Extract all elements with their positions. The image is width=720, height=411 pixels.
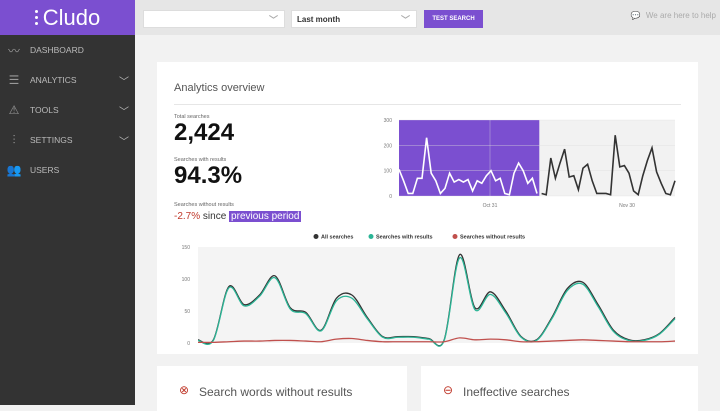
change-text: -2.7% since previous period: [174, 211, 302, 222]
sidebar-item-users[interactable]: 👥 USERS: [0, 155, 135, 185]
sidebar-item-settings[interactable]: ⫶ SETTINGS ﹀: [0, 125, 135, 155]
ineffective-searches-card: ⊖ Ineffective searches: [421, 366, 698, 411]
sidebar: Cludo 〰 DASHBOARD ☰ ANALYTICS ﹀ ⚠ TOOLS ﹀ ⫶ SETTI…: [0, 0, 135, 405]
sidebar-item-label: TOOLS: [30, 105, 59, 115]
chevron-down-icon[interactable]: ﹀: [119, 136, 129, 148]
chevron-down-icon[interactable]: ﹀: [119, 76, 129, 88]
sidebar-item-dashboard[interactable]: 〰 DASHBOARD: [0, 35, 135, 65]
search-minus-icon: ⊖: [443, 383, 454, 397]
sidebar-item-label: ANALYTICS: [30, 75, 77, 85]
change-value: -2.7%: [174, 211, 201, 222]
logo-mark-icon: [34, 10, 38, 25]
sidebar-item-analytics[interactable]: ☰ ANALYTICS ﹀: [0, 65, 135, 95]
logo-text: Cludo: [42, 4, 101, 30]
divider: [174, 104, 681, 105]
previous-period-link[interactable]: previous period: [229, 211, 302, 222]
chevron-down-icon: ﹀: [400, 15, 410, 25]
logo[interactable]: Cludo: [0, 0, 135, 35]
search-error-icon: ⊗: [179, 383, 190, 397]
sidebar-item-label: USERS: [30, 165, 60, 175]
period-select-value: Last month: [297, 15, 341, 24]
card-title: Ineffective searches: [463, 385, 570, 399]
sidebar-item-label: DASHBOARD: [30, 45, 84, 55]
analytics-overview-card: Analytics overview Total searches 2,424 …: [157, 62, 698, 354]
sliders-icon: ⫶: [12, 132, 16, 147]
with-results-label: Searches with results: [174, 157, 227, 163]
trend-icon: 〰: [7, 43, 20, 58]
without-results-label: Searches without results: [174, 202, 234, 208]
total-searches-value: 2,424: [174, 119, 235, 146]
total-searches-label: Total searches: [174, 114, 210, 120]
chevron-down-icon: ﹀: [268, 15, 278, 25]
search-words-without-results-card: ⊗ Search words without results: [157, 366, 407, 411]
test-search-button[interactable]: TEST SEARCH: [424, 10, 483, 28]
period-select[interactable]: Last month ﹀: [291, 10, 417, 28]
help-link[interactable]: 💬 We are here to help: [631, 11, 716, 20]
since-text: since: [202, 211, 227, 222]
chevron-down-icon[interactable]: ﹀: [119, 106, 129, 118]
card-title: Search words without results: [199, 385, 353, 399]
users-icon: 👥: [6, 163, 22, 177]
chat-icon: 💬: [630, 11, 641, 20]
compass-icon: ⚠: [8, 103, 20, 117]
list-icon: ☰: [8, 73, 20, 87]
help-text: We are here to help: [645, 11, 716, 20]
sidebar-item-label: SETTINGS: [30, 135, 73, 145]
with-results-value: 94.3%: [174, 162, 243, 189]
sidebar-item-tools[interactable]: ⚠ TOOLS ﹀: [0, 95, 135, 125]
engine-select[interactable]: ﹀: [143, 10, 285, 28]
topbar: ﹀ Last month ﹀ TEST SEARCH 💬 We are here t…: [135, 0, 720, 35]
card-title: Analytics overview: [174, 82, 265, 94]
